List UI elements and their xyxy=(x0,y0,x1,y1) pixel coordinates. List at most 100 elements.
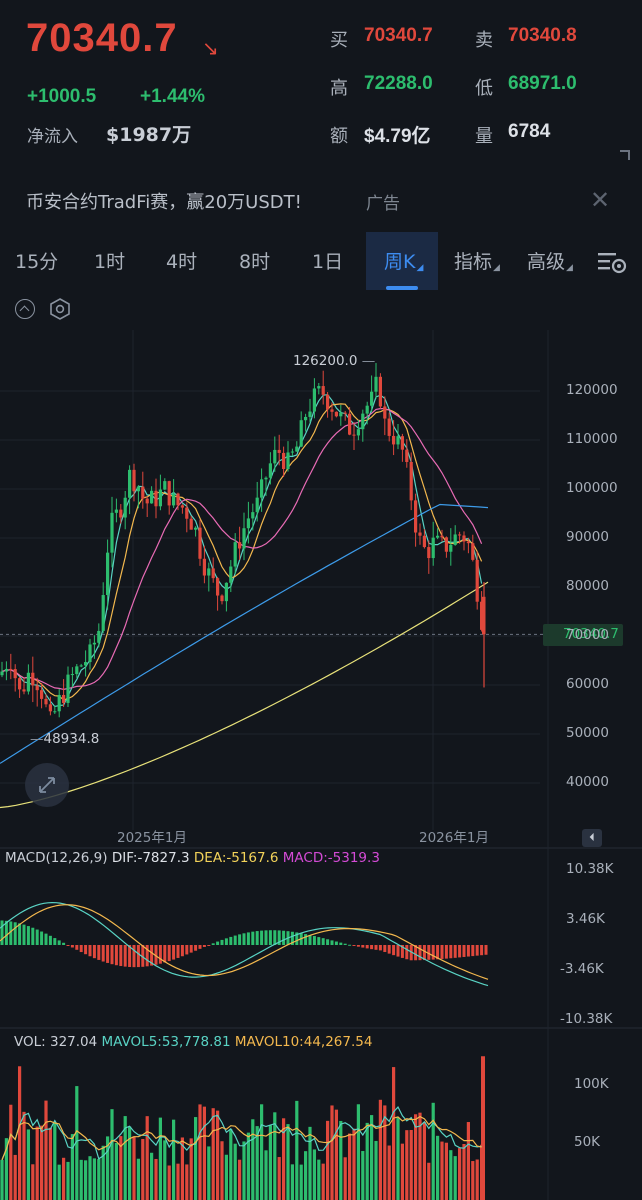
ma-slow-line xyxy=(1,407,483,691)
macd-bar xyxy=(334,941,338,945)
volume-bar xyxy=(466,1122,470,1200)
macd-bar xyxy=(145,945,149,967)
macd-bar xyxy=(163,945,167,963)
volume-bar xyxy=(273,1112,277,1200)
macd-bar xyxy=(282,930,286,945)
tab-1h[interactable]: 1时 xyxy=(94,251,126,273)
volume-bar xyxy=(277,1157,281,1200)
candle-body xyxy=(400,436,404,450)
candle-body xyxy=(436,535,440,538)
tab-advanced[interactable]: 高级◢ xyxy=(527,248,573,288)
buy-value: 70340.7 xyxy=(364,25,433,46)
volume-bar xyxy=(189,1138,193,1200)
x-label-2025-01: 2025年1月 xyxy=(117,830,187,846)
volume-bar xyxy=(436,1135,440,1200)
macd-bar xyxy=(466,945,470,957)
volume-bar xyxy=(9,1104,13,1200)
macd-bar xyxy=(79,945,83,953)
ad-banner-text[interactable]: 币安合约TradFi赛，赢20万USDT! xyxy=(26,192,302,213)
tab-indicators[interactable]: 指标◢ xyxy=(454,248,500,288)
macd-bar xyxy=(13,922,17,945)
candle-body xyxy=(145,498,149,504)
expand-corner-icon[interactable] xyxy=(620,150,630,160)
close-icon[interactable]: ✕ xyxy=(590,186,611,214)
macd-bar xyxy=(356,945,360,947)
candle-body xyxy=(431,537,435,559)
tab-advanced-label: 高级 xyxy=(527,251,566,273)
macd-bar xyxy=(136,945,140,968)
candle-body xyxy=(480,601,484,630)
macd-bar xyxy=(326,939,330,945)
volume-bar xyxy=(418,1112,422,1200)
volume-bar xyxy=(339,1120,343,1200)
collapse-up-icon[interactable] xyxy=(15,299,35,319)
volume-bar xyxy=(167,1165,171,1200)
vol-value: VOL: 327.04 xyxy=(14,1034,98,1050)
volume-bar xyxy=(348,1133,352,1200)
dropdown-triangle-icon: ◢ xyxy=(566,263,573,273)
change-absolute: +1000.5 xyxy=(27,86,97,107)
candle-body xyxy=(422,535,426,548)
volume-bar xyxy=(180,1137,184,1200)
tab-15m[interactable]: 15分 xyxy=(15,251,59,273)
volume-bar xyxy=(317,1159,321,1200)
macd-bar xyxy=(396,945,400,957)
mavol10-line xyxy=(1,1115,482,1161)
tab-4h[interactable]: 4时 xyxy=(166,251,198,273)
tab-1d[interactable]: 1日 xyxy=(312,251,344,273)
candle-body xyxy=(286,452,290,470)
macd-bar xyxy=(471,945,475,957)
candle-body xyxy=(176,493,180,506)
candle-body xyxy=(405,449,409,463)
candle-body xyxy=(290,451,294,453)
macd-bar xyxy=(57,940,61,945)
volume-bar xyxy=(405,1130,409,1200)
volume-bar xyxy=(163,1140,167,1200)
volume-bar xyxy=(475,1159,479,1200)
y-tick-label: 60000 xyxy=(566,676,609,692)
tab-8h[interactable]: 8时 xyxy=(239,251,271,273)
macd-bar xyxy=(462,945,466,957)
volume-bar xyxy=(326,1120,330,1200)
candle-body xyxy=(475,559,479,602)
candle-body xyxy=(128,469,132,498)
kline-chart[interactable] xyxy=(0,290,642,1200)
candle-body xyxy=(268,463,272,478)
macd-bar xyxy=(246,932,250,945)
volume-bar xyxy=(334,1109,338,1200)
low-annotation-text: 48934.8 xyxy=(43,731,100,747)
macd-bar xyxy=(119,945,123,967)
dropdown-triangle-icon: ◢ xyxy=(416,263,424,273)
candle-body xyxy=(414,500,418,533)
volume-bar xyxy=(458,1148,462,1200)
ad-tag: 广告 xyxy=(366,194,400,214)
macd-bar xyxy=(233,935,237,945)
fullscreen-button[interactable] xyxy=(25,763,69,807)
macd-bar xyxy=(343,943,347,945)
volume-bar xyxy=(0,1159,4,1200)
volume-bar xyxy=(481,1056,485,1200)
high-value: 72288.0 xyxy=(364,73,433,94)
candle-body xyxy=(242,528,246,549)
volume-bar xyxy=(449,1150,453,1200)
volume-bar xyxy=(31,1164,35,1200)
net-inflow-label: 净流入 xyxy=(27,127,78,147)
high-annotation: 126200.0 — xyxy=(293,353,376,369)
macd-bar xyxy=(264,930,268,945)
volume-bar xyxy=(462,1143,466,1200)
candle-body xyxy=(4,668,8,672)
dif-line xyxy=(0,901,489,987)
macd-bar xyxy=(180,945,184,957)
volume-bar xyxy=(92,1158,96,1200)
macd-bar xyxy=(436,945,440,960)
mavol5: MAVOL5:53,778.81 xyxy=(101,1034,231,1050)
volume-bar xyxy=(330,1105,334,1200)
tab-weekly[interactable]: 周K◢ xyxy=(366,232,438,290)
scroll-to-latest-button[interactable]: ⏴ xyxy=(582,829,602,847)
macd-bar xyxy=(35,929,39,945)
candle-body xyxy=(88,644,92,663)
volume-bar xyxy=(4,1138,8,1200)
settings-hexagon-icon[interactable] xyxy=(48,297,72,321)
chart-settings-icon[interactable] xyxy=(597,250,629,276)
candle-body xyxy=(189,518,193,530)
